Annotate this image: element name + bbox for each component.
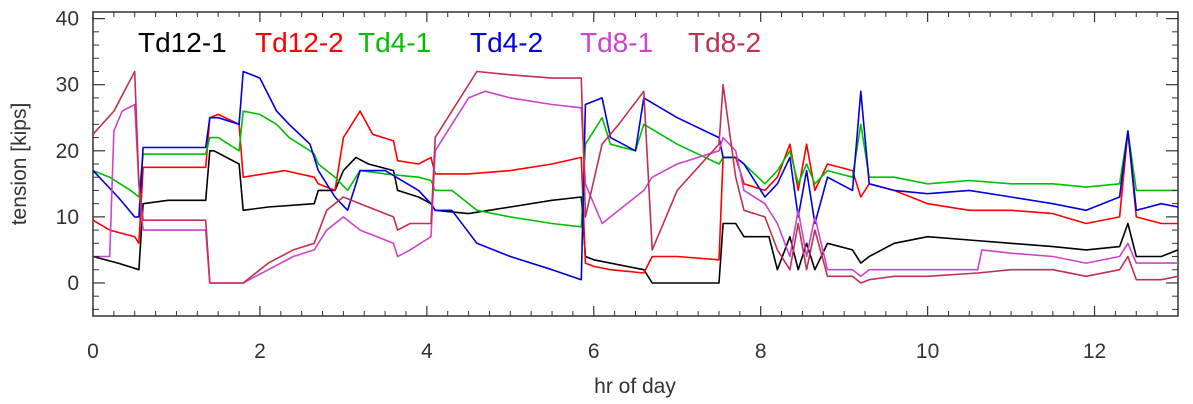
x-tick-label: 10: [916, 340, 939, 363]
y-tick-label: 0: [67, 272, 79, 295]
x-tick-label: 4: [421, 340, 433, 363]
y-tick-label: 20: [56, 140, 79, 163]
series-line-td8-1: [93, 90, 1178, 284]
x-axis-title: hr of day: [594, 375, 676, 398]
y-tick-label: 40: [56, 8, 79, 31]
y-tick-label: 10: [56, 206, 79, 229]
legend-label-td12-1: Td12-1: [138, 27, 227, 58]
y-axis-title: tension [kips]: [8, 103, 31, 226]
legend: Td12-1 Td12-2 Td4-1 Td4-2 Td8-1 Td8-2: [138, 27, 761, 58]
y-tick-label: 30: [56, 74, 79, 97]
legend-label-td4-1: Td4-1: [358, 27, 431, 58]
legend-label-td4-2: Td4-2: [470, 27, 543, 58]
legend-label-td12-2: Td12-2: [255, 27, 344, 58]
x-tick-label: 2: [254, 340, 266, 363]
x-tick-label: 6: [588, 340, 600, 363]
series-line-td8-2: [92, 70, 1179, 284]
x-tick-label: 8: [755, 340, 767, 363]
legend-label-td8-2: Td8-2: [688, 27, 761, 58]
series-line-td12-2: [92, 110, 1178, 274]
series-layer: [92, 70, 1179, 284]
series-line-td4-1: [92, 110, 1178, 228]
x-tick-label: 0: [87, 340, 99, 363]
series-line-td4-2: [92, 70, 1179, 281]
series-line-td12-1: [92, 150, 1179, 284]
legend-label-td8-1: Td8-1: [580, 27, 653, 58]
x-tick-label: 12: [1083, 340, 1106, 363]
axis-layer: 0 2 4 6 8 10 12 0 10 20 30 40: [56, 8, 1179, 363]
